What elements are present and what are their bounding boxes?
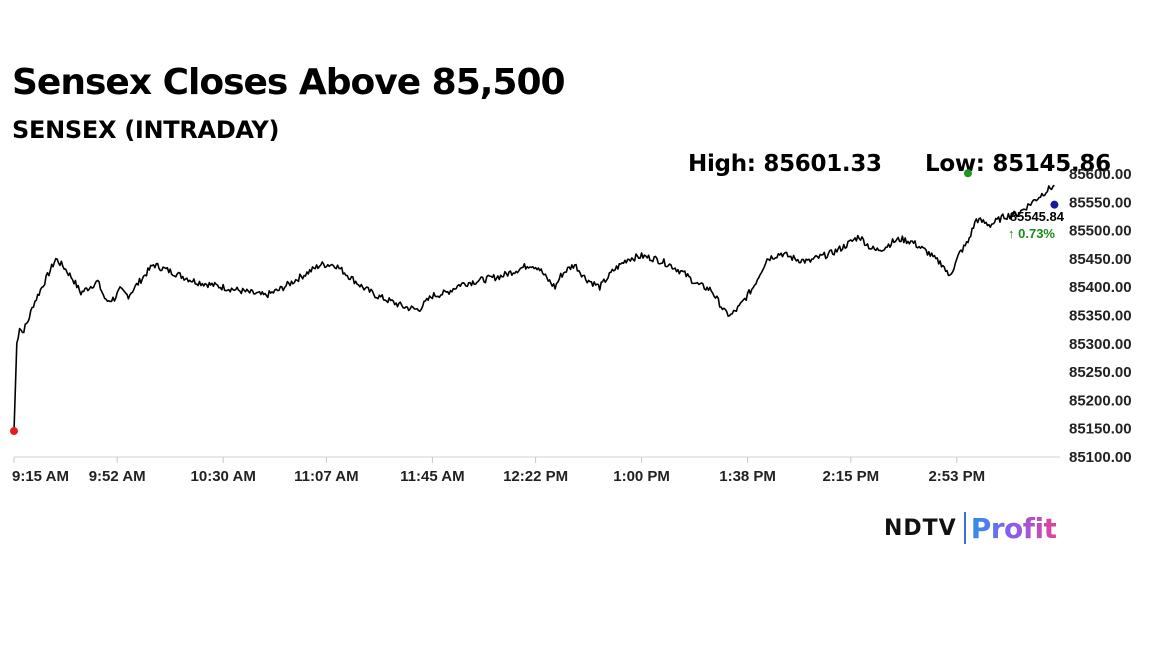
change-percent-label: ↑ 0.73% <box>1008 226 1055 241</box>
y-tick-label: 85400.00 <box>1069 279 1132 296</box>
y-tick-label: 85150.00 <box>1069 421 1132 438</box>
chart-line-layer <box>13 184 1055 432</box>
y-tick-label: 85100.00 <box>1069 449 1132 466</box>
chart-subtitle: SENSEX (INTRADAY) <box>12 116 280 144</box>
x-tick-label: 10:30 AM <box>191 468 256 485</box>
high-marker <box>963 169 972 178</box>
chart-axes: 9:15 AM 9:52 AM 10:30 AM 11:07 AM 11:45 AM 12… <box>12 166 1132 485</box>
brand-ndtv: NDTV <box>884 515 957 541</box>
low-marker <box>10 427 18 436</box>
chart-markers <box>10 169 1059 436</box>
x-tick-label: 2:15 PM <box>822 468 879 485</box>
brand-profit: Profit <box>970 511 1057 545</box>
high-value: High: 85601.33 <box>688 151 882 177</box>
chart-title: Sensex Closes Above 85,500 <box>12 62 566 103</box>
chart-labels: 85545.84 ↑ 0.73% <box>1008 209 1065 241</box>
x-tick-label: 1:38 PM <box>719 468 776 485</box>
y-tick-label: 85300.00 <box>1069 336 1132 353</box>
y-tick-label: 85500.00 <box>1069 223 1132 240</box>
x-tick-label: 1:00 PM <box>613 468 670 485</box>
x-tick-label: 2:53 PM <box>928 468 985 485</box>
y-tick-label: 85600.00 <box>1069 166 1132 183</box>
sensex-line <box>13 184 1055 432</box>
last-marker <box>1050 200 1059 209</box>
ndtv-profit-logo: NDTV Profit <box>884 510 1057 546</box>
last-value-label: 85545.84 <box>1010 209 1065 224</box>
x-tick-label: 9:15 AM <box>12 468 69 485</box>
brand-separator <box>963 512 966 544</box>
low-value: Low: 85145.86 <box>925 151 1111 177</box>
y-tick-label: 85200.00 <box>1069 392 1132 409</box>
x-tick-label: 11:07 AM <box>294 468 358 485</box>
x-tick-label: 9:52 AM <box>89 468 146 485</box>
y-tick-label: 85550.00 <box>1069 194 1132 211</box>
y-tick-label: 85350.00 <box>1069 308 1132 325</box>
x-tick-label: 11:45 AM <box>400 468 464 485</box>
y-tick-label: 85450.00 <box>1069 251 1132 268</box>
y-tick-label: 85250.00 <box>1069 364 1132 381</box>
x-tick-label: 12:22 PM <box>503 468 568 485</box>
